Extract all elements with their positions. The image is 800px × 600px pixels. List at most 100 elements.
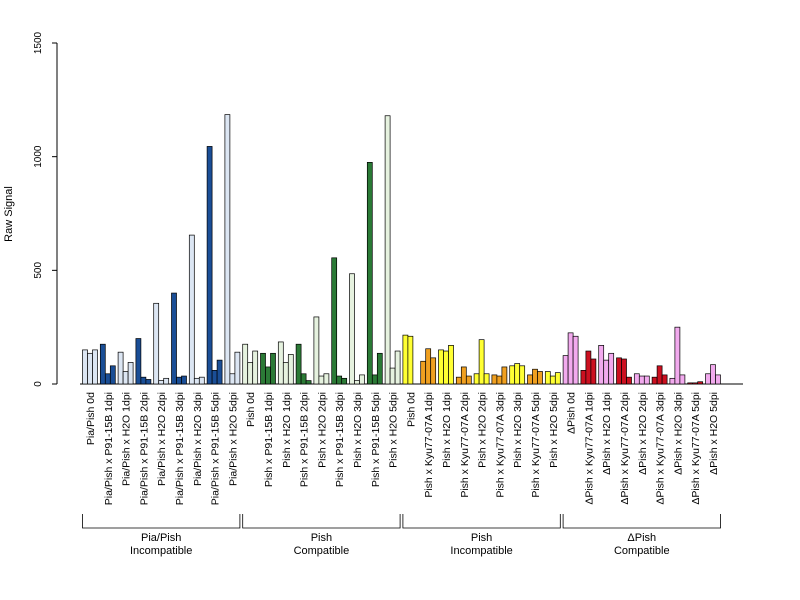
category-label: Pish x H2O 3dpi	[352, 392, 364, 468]
bar	[514, 363, 521, 385]
category-label: Pia/Pish x P91-15B 5dpi	[210, 392, 222, 505]
bar	[661, 374, 668, 385]
bar	[305, 380, 312, 385]
bar	[300, 373, 307, 385]
bar	[679, 374, 686, 385]
category-label: Pish x H2O 3dpi	[512, 392, 524, 468]
bar	[181, 375, 187, 385]
bar	[252, 350, 259, 385]
y-tick-label: 0	[33, 381, 44, 387]
bar	[460, 366, 467, 385]
bar	[104, 373, 111, 385]
bar	[527, 374, 533, 385]
bar	[549, 375, 556, 385]
bar	[710, 364, 716, 385]
bar	[198, 376, 205, 385]
bar	[224, 114, 231, 385]
category-label: Pish x Kyu77-07A 1dpi	[423, 392, 435, 498]
bar	[455, 376, 462, 385]
bar	[621, 358, 627, 385]
bar	[359, 374, 365, 385]
category-label: Pish 0d	[245, 392, 257, 427]
bar	[295, 343, 302, 385]
category-label: ΔPish x H2O 3dpi	[672, 392, 684, 475]
category-label: Pish 0d	[405, 392, 417, 427]
bar	[323, 373, 330, 385]
bar	[590, 358, 597, 385]
bar	[313, 316, 320, 385]
bar	[282, 362, 289, 385]
group-label-line2: Compatible	[294, 545, 350, 557]
group-label-line2: Incompatible	[130, 545, 192, 557]
category-label: Pia/Pish x H2O 2dpi	[156, 392, 168, 486]
category-label: Pish x P91-15B 2dpi	[299, 392, 311, 487]
bar	[465, 375, 472, 385]
y-tick-label: 1000	[33, 145, 44, 168]
bar	[354, 380, 360, 385]
bar	[331, 257, 338, 385]
bar	[87, 352, 93, 385]
bar	[438, 349, 444, 385]
bar	[519, 365, 526, 385]
bar	[394, 350, 401, 385]
bar	[705, 373, 711, 385]
bar	[603, 359, 610, 385]
bar	[127, 362, 134, 385]
category-label: Pish x H2O 5dpi	[388, 392, 400, 468]
category-label: Pish x P91-15B 5dpi	[370, 392, 382, 487]
bar	[491, 374, 498, 385]
bar	[633, 373, 640, 385]
bar	[287, 354, 294, 385]
bar	[697, 381, 704, 385]
category-label: ΔPish x H2O 1dpi	[601, 392, 613, 475]
group-label-line2: Compatible	[614, 545, 670, 557]
bar	[140, 376, 147, 385]
y-tick-label: 500	[33, 262, 44, 279]
bar	[544, 371, 551, 385]
bar	[430, 357, 437, 385]
category-label: ΔPish x H2O 2dpi	[637, 392, 649, 475]
bar	[122, 371, 129, 385]
category-label: Pia/Pish x H2O 1dpi	[121, 392, 133, 486]
group-bracket	[242, 514, 401, 529]
bar	[163, 377, 170, 385]
bar	[211, 370, 218, 385]
category-label: Pish x P91-15B 1dpi	[263, 392, 275, 487]
group-brackets: Pia/PishIncompatiblePishCompatiblePishIn…	[82, 514, 721, 557]
bar	[509, 365, 516, 385]
category-label: Pia/Pish x P91-15B 1dpi	[103, 392, 115, 505]
bar	[669, 377, 676, 385]
bar	[407, 335, 414, 385]
category-label: Pish x Kyu77-07A 2dpi	[459, 392, 471, 498]
bar	[567, 332, 574, 385]
bar	[532, 368, 538, 385]
group-bracket	[562, 514, 721, 529]
bar	[135, 338, 142, 385]
category-label: Pia/Pish x P91-15B 3dpi	[174, 392, 186, 505]
category-label: ΔPish 0d	[566, 392, 578, 434]
bar	[371, 374, 378, 385]
bar	[585, 350, 592, 385]
group-bracket	[402, 514, 561, 529]
group-bracket	[82, 514, 241, 529]
category-label: Pish x H2O 5dpi	[548, 392, 560, 468]
category-label: Pish x H2O 1dpi	[281, 392, 293, 468]
bar	[402, 334, 409, 385]
category-label: Pish x H2O 1dpi	[441, 392, 453, 468]
bar	[193, 377, 200, 385]
category-label: Pia/Pish 0d	[85, 392, 97, 445]
bar	[242, 343, 249, 385]
bar	[608, 352, 615, 385]
bar	[580, 370, 587, 385]
bar	[626, 376, 632, 385]
bar	[483, 373, 490, 385]
bar	[715, 374, 721, 385]
bar	[99, 343, 106, 385]
bar	[176, 376, 182, 385]
bar	[572, 335, 579, 385]
bar	[501, 366, 508, 385]
category-label: ΔPish x Kyu77-07A 5dpi	[690, 392, 702, 505]
category-label: Pish x H2O 2dpi	[316, 392, 328, 468]
category-label: ΔPish x Kyu77-07A 3dpi	[655, 392, 667, 505]
